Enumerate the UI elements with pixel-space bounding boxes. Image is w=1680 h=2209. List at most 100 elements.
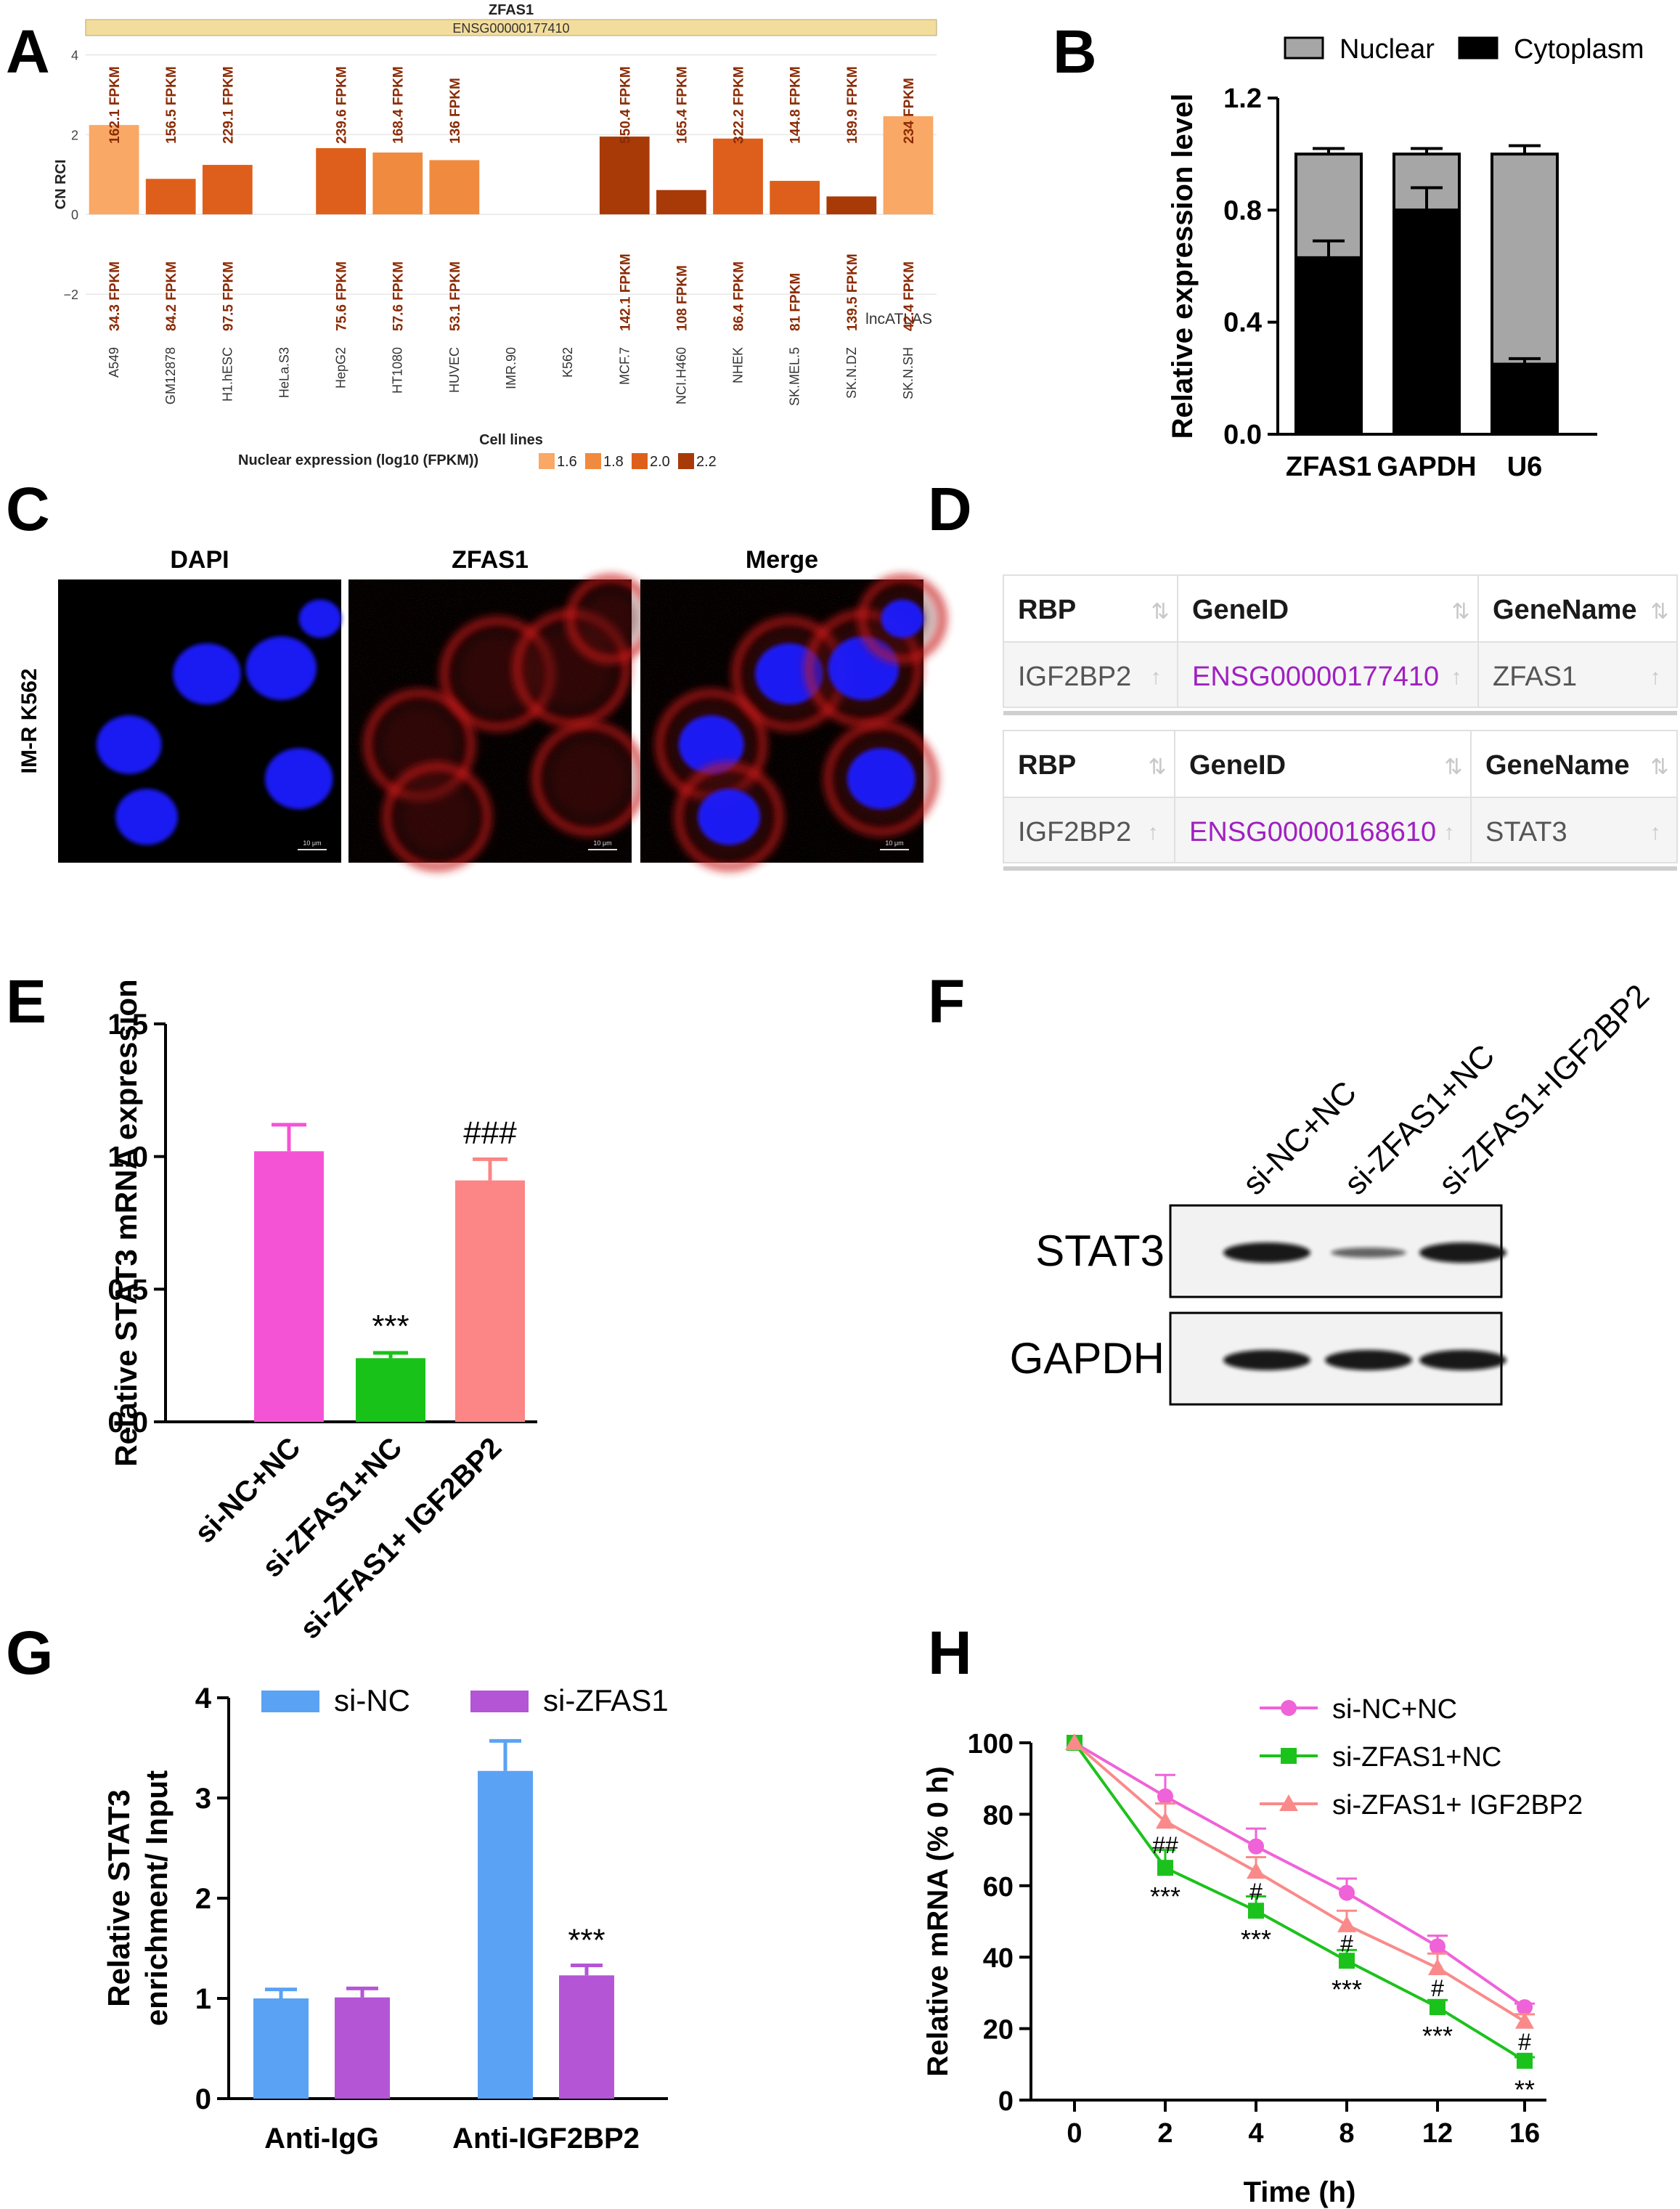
bar-NCI.H460 bbox=[656, 190, 706, 215]
legend-swatch-cytoplasm bbox=[1458, 36, 1498, 60]
sort-arrow-icon: ↑ bbox=[1451, 665, 1462, 689]
y-tick-label: 3 bbox=[195, 1783, 211, 1815]
significance-mark: *** bbox=[372, 1309, 409, 1344]
nuclear-fpkm-label: 156.5 FPKM bbox=[164, 66, 179, 144]
scale-bar-label: 10 μm bbox=[885, 839, 903, 847]
nuclear-fpkm-label: 234 FPKM bbox=[902, 78, 917, 144]
y-tick-label: 40 bbox=[983, 1943, 1014, 1974]
y-tick-label: 4 bbox=[195, 1683, 212, 1714]
bar-H1.hESC bbox=[202, 165, 253, 215]
y-tick-label: 80 bbox=[983, 1800, 1014, 1831]
x-tick-label: 0 bbox=[1067, 2118, 1082, 2149]
title-strip bbox=[85, 19, 937, 36]
sort-arrow-icon: ↑ bbox=[1148, 821, 1159, 845]
y-tick-label: 0 bbox=[998, 2086, 1014, 2117]
legend-swatch-si-ZFAS1 bbox=[470, 1691, 529, 1712]
chart-g-ylabel-line1: Relative STAT3 bbox=[102, 1789, 136, 2007]
legend-label: 2.2 bbox=[696, 454, 717, 470]
data-point-si-NC+NC bbox=[1248, 1838, 1264, 1855]
table-cell-genename: STAT3 bbox=[1485, 817, 1567, 847]
y-tick-label: 100 bbox=[968, 1729, 1014, 1760]
blot-band bbox=[1325, 1350, 1412, 1370]
bar-si-NC+NC bbox=[254, 1151, 324, 1422]
panel-d-tables: RBP ⇅ IGF2BP2 ↑ GeneID ⇅ ENSG00000177410 ↑ GeneN… bbox=[1003, 574, 1678, 871]
bar-si-ZFAS1-Anti-IgG bbox=[335, 1997, 390, 2099]
x-tick-label: HeLa.S3 bbox=[277, 347, 291, 398]
x-tick-label: NCI.H460 bbox=[674, 347, 688, 404]
chart-a-lncatlas: ZFAS1 ENSG00000177410 −2 0 2 4 CN RCI lncATLAS 1… bbox=[53, 2, 937, 470]
chart-b-ylabel: Relative expression level bbox=[1167, 94, 1199, 439]
data-point-si-ZFAS1+NC bbox=[1248, 1903, 1264, 1919]
bar-SK.MEL.5 bbox=[770, 181, 820, 215]
legend-marker-si-ZFAS1+ IGF2BP2 bbox=[1279, 1794, 1298, 1811]
panel-label-a: A bbox=[6, 17, 50, 86]
red-cytoplasm-signal bbox=[383, 762, 492, 871]
legend-marker-si-NC+NC bbox=[1281, 1700, 1297, 1716]
cytoplasm-fpkm-label: 142.1 FPKM bbox=[618, 253, 633, 331]
legend-label-si-ZFAS1: si-ZFAS1 bbox=[543, 1683, 669, 1717]
nuclear-fpkm-label: 322.2 FPKM bbox=[732, 66, 747, 144]
panel-label-g: G bbox=[6, 1619, 53, 1687]
cytoplasm-fpkm-label: 97.5 FPKM bbox=[221, 261, 236, 331]
nuclear-fpkm-label: 162.1 FPKM bbox=[107, 66, 123, 144]
data-point-si-ZFAS1+ IGF2BP2 bbox=[1247, 1862, 1265, 1879]
data-point-si-NC+NC bbox=[1430, 1938, 1445, 1955]
red-diffuse-signal bbox=[579, 587, 643, 651]
significance-mark: ### bbox=[463, 1115, 517, 1150]
x-tick-label: SK.MEL.5 bbox=[788, 347, 802, 406]
table-cell-rbp: IGF2BP2 bbox=[1018, 662, 1131, 692]
red-diffuse-signal bbox=[545, 734, 634, 823]
significance-hash: # bbox=[1431, 1975, 1444, 2001]
bar-GM12878 bbox=[145, 179, 196, 215]
x-tick-label: 4 bbox=[1248, 2118, 1263, 2149]
x-tick-label: K562 bbox=[560, 347, 575, 378]
legend-label-si-NC: si-NC bbox=[334, 1683, 410, 1717]
legend-marker-si-ZFAS1+NC bbox=[1281, 1748, 1297, 1764]
legend-label-cytoplasm: Cytoplasm bbox=[1514, 34, 1644, 65]
x-tick-label: NHEK bbox=[731, 347, 746, 383]
chart-b-nuclear-cytoplasm: 0.0 0.4 0.8 1.2 Relative expression level ZFA… bbox=[1167, 34, 1644, 482]
bar-si-ZFAS1-Anti-IGF2BP2 bbox=[559, 1975, 614, 2099]
legend-label: 2.0 bbox=[650, 454, 670, 470]
significance-star: *** bbox=[1241, 1924, 1271, 1954]
sort-arrow-icon: ↑ bbox=[1650, 821, 1661, 845]
cytoplasm-fpkm-label: 84.2 FPKM bbox=[164, 261, 179, 331]
nuclear-fpkm-label: 136 FPKM bbox=[448, 78, 463, 144]
y-tick-label: 0.0 bbox=[107, 1407, 148, 1439]
chart-a-watermark: lncATLAS bbox=[865, 311, 932, 328]
cytoplasm-fpkm-label: 53.1 FPKM bbox=[448, 261, 463, 331]
significance-hash: ## bbox=[1152, 1832, 1178, 1858]
blue-nucleus bbox=[96, 715, 162, 774]
nuclear-fpkm-label: 229.1 FPKM bbox=[221, 66, 236, 144]
scale-bar-label: 10 μm bbox=[593, 839, 611, 847]
bar-cytoplasm-GAPDH bbox=[1392, 208, 1461, 436]
image-header-dapi: DAPI bbox=[170, 546, 229, 574]
chart-a-subtitle: ENSG00000177410 bbox=[452, 21, 569, 36]
x-tick-label: HT1080 bbox=[391, 347, 405, 394]
chart-g-rip-enrichment: 0 1 2 3 4 Relative STAT3 enrichment/ Input Anti… bbox=[102, 1683, 669, 2155]
blue-nucleus bbox=[264, 748, 333, 810]
x-tick-label: GAPDH bbox=[1377, 452, 1476, 482]
legend-swatch bbox=[632, 453, 648, 469]
red-cytoplasm-signal bbox=[857, 574, 947, 664]
nuclear-fpkm-label: 165.4 FPKM bbox=[674, 66, 690, 144]
chart-g-ylabel-line2: enrichment/ Input bbox=[139, 1770, 174, 2026]
legend-label: 1.6 bbox=[557, 454, 577, 470]
cytoplasm-fpkm-label: 86.4 FPKM bbox=[732, 261, 747, 331]
table-header-row bbox=[1003, 574, 1678, 643]
nuclear-fpkm-label: 550.4 FPKM bbox=[618, 66, 633, 144]
y-tick-label: 0.5 bbox=[107, 1274, 148, 1306]
table-cell-genename: ZFAS1 bbox=[1493, 662, 1577, 692]
significance-mark: *** bbox=[568, 1922, 605, 1958]
panel-label-d: D bbox=[928, 475, 972, 543]
x-tick-label: HUVEC bbox=[447, 347, 462, 393]
data-point-si-ZFAS1+ IGF2BP2 bbox=[1428, 1958, 1447, 1975]
y-tick-label: 60 bbox=[983, 1872, 1014, 1903]
table-header-rbp: RBP bbox=[1018, 595, 1076, 625]
blue-nucleus bbox=[115, 789, 179, 845]
red-cytoplasm-signal bbox=[674, 762, 784, 871]
nuclear-fpkm-label: 189.9 FPKM bbox=[845, 66, 860, 144]
panel-label-c: C bbox=[6, 475, 50, 543]
x-tick-label: ZFAS1 bbox=[1286, 452, 1371, 482]
